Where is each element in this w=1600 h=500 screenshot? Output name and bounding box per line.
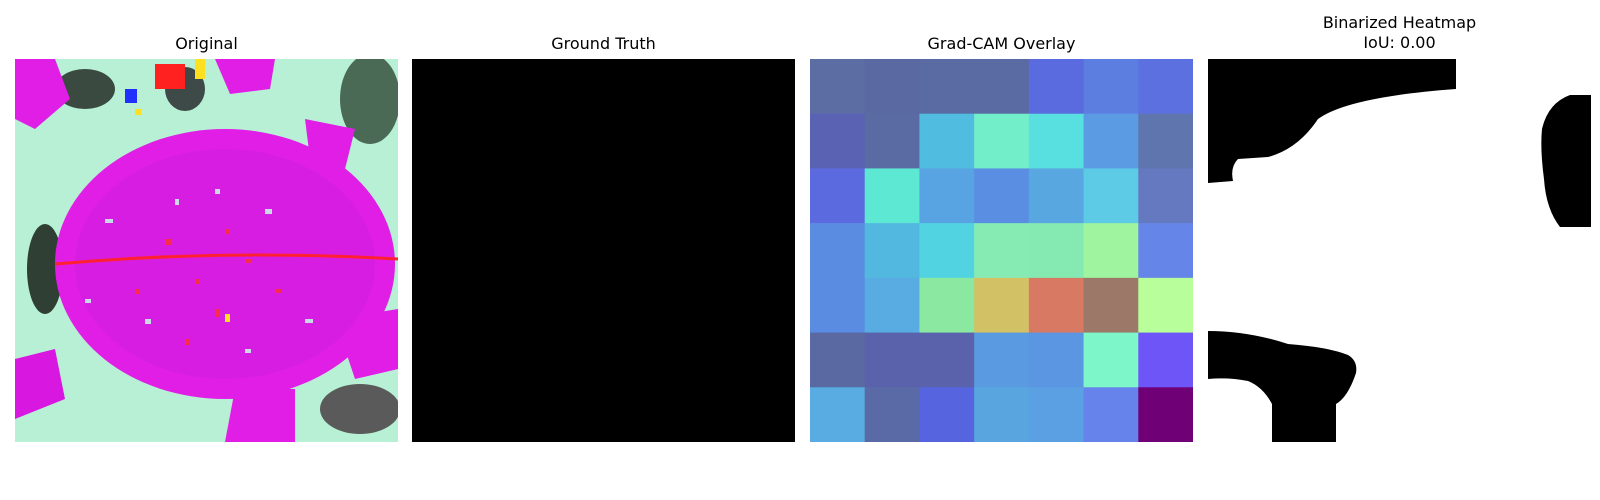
gradcam-cell [1083, 59, 1139, 115]
gradcam-cell [810, 168, 866, 224]
gradcam-cell [864, 223, 920, 279]
original-title: Original [175, 34, 238, 53]
gradcam-cell [1138, 223, 1193, 279]
gradcam-cell [1028, 223, 1085, 279]
gradcam-title: Grad-CAM Overlay [927, 34, 1076, 53]
ground-truth-title: Ground Truth [551, 34, 656, 53]
gradcam-cell [810, 387, 866, 442]
gradcam-cell [864, 332, 920, 388]
gradcam-cell [919, 168, 975, 224]
gradcam-overlay [810, 59, 1193, 442]
gradcam-cell [974, 168, 1030, 224]
gradcam-cell [1138, 168, 1193, 224]
gradcam-cell [919, 387, 975, 442]
gradcam-cell [1083, 168, 1139, 224]
gradcam-cell [864, 113, 920, 169]
gradcam-cell [1083, 277, 1139, 334]
gradcam-cell [919, 332, 975, 388]
binarized-mask-art [1208, 59, 1591, 442]
gradcam-cell [919, 113, 975, 169]
gradcam-cell [1138, 59, 1193, 115]
binarized-heatmap [1208, 59, 1591, 442]
gradcam-cell [974, 277, 1030, 334]
gradcam-cell [810, 277, 866, 334]
gradcam-cell [974, 332, 1030, 388]
binarized-title: Binarized Heatmap IoU: 0.00 [1322, 13, 1477, 52]
gradcam-cell [1083, 223, 1139, 279]
gradcam-cell [919, 59, 975, 115]
gradcam-cell [1028, 59, 1085, 115]
gradcam-cell [864, 277, 920, 334]
gradcam-cell [1138, 113, 1193, 169]
gradcam-cell [1083, 332, 1139, 388]
gradcam-cell [919, 277, 975, 334]
leaf-image-art [15, 59, 398, 442]
gradcam-cell [1083, 387, 1139, 442]
gradcam-cell [974, 59, 1030, 115]
gradcam-cell [1028, 387, 1085, 442]
gradcam-cell [864, 59, 920, 115]
original-image [15, 59, 398, 442]
gradcam-cell [1028, 168, 1085, 224]
gradcam-cell [1028, 332, 1085, 388]
gradcam-cell [1138, 387, 1193, 442]
gradcam-cell [974, 113, 1030, 169]
gradcam-cell [1028, 277, 1085, 334]
ground-truth-mask [412, 59, 795, 442]
gradcam-cell [974, 223, 1030, 279]
gradcam-cell [974, 387, 1030, 442]
gradcam-cell [1083, 113, 1139, 169]
gradcam-cell [919, 223, 975, 279]
gradcam-cell [864, 168, 920, 224]
gradcam-cell [810, 59, 866, 115]
gradcam-cell [810, 113, 866, 169]
gradcam-cell [1028, 113, 1085, 169]
gradcam-cell [1138, 277, 1193, 334]
gradcam-cell [810, 332, 866, 388]
gradcam-cell [864, 387, 920, 442]
gradcam-cell [810, 223, 866, 279]
gradcam-cell [1138, 332, 1193, 388]
